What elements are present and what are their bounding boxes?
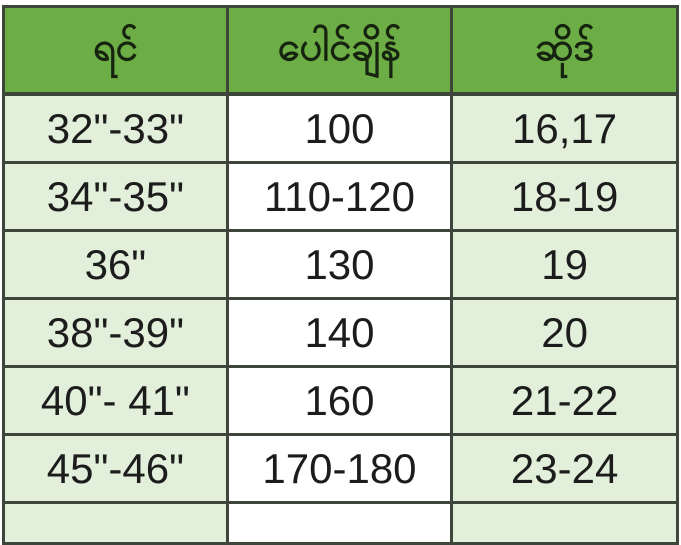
weight-cell-clipped xyxy=(225,501,454,545)
table-row-5: 40"- 41" 160 21-22 xyxy=(2,365,679,436)
weight-cell: 160 xyxy=(225,365,454,436)
chest-cell: 38"-39" xyxy=(2,297,229,368)
chest-cell-clipped xyxy=(2,501,229,545)
chest-cell: 45"-46" xyxy=(2,433,229,504)
chest-cell: 40"- 41" xyxy=(2,365,229,436)
table-row-2: 34"-35" 110-120 18-19 xyxy=(2,161,679,232)
clipped-bottom-row xyxy=(2,501,679,545)
chest-cell: 36" xyxy=(2,229,229,300)
table-row-1: 32"-33" 100 16,17 xyxy=(2,92,679,164)
size-cell: 20 xyxy=(450,297,679,368)
weight-cell: 100 xyxy=(225,92,454,164)
weight-cell: 130 xyxy=(225,229,454,300)
size-chart-table: ရင် ပေါင်ချိန် ဆိုဒ် 32"-33" 100 16,17 3… xyxy=(2,5,679,545)
size-cell: 21-22 xyxy=(450,365,679,436)
chest-cell: 34"-35" xyxy=(2,161,229,232)
size-cell-clipped xyxy=(450,501,679,545)
table-row-3: 36" 130 19 xyxy=(2,229,679,300)
chest-cell: 32"-33" xyxy=(2,92,229,164)
table-row-6: 45"-46" 170-180 23-24 xyxy=(2,433,679,504)
size-cell: 19 xyxy=(450,229,679,300)
header-size: ဆိုဒ် xyxy=(450,5,679,96)
size-cell: 18-19 xyxy=(450,161,679,232)
header-chest: ရင် xyxy=(2,5,229,96)
size-cell: 16,17 xyxy=(450,92,679,164)
header-row: ရင် ပေါင်ချိန် ဆိုဒ် xyxy=(2,5,679,96)
weight-cell: 140 xyxy=(225,297,454,368)
table-row-4: 38"-39" 140 20 xyxy=(2,297,679,368)
header-weight: ပေါင်ချိန် xyxy=(225,5,454,96)
weight-cell: 170-180 xyxy=(225,433,454,504)
size-cell: 23-24 xyxy=(450,433,679,504)
weight-cell: 110-120 xyxy=(225,161,454,232)
